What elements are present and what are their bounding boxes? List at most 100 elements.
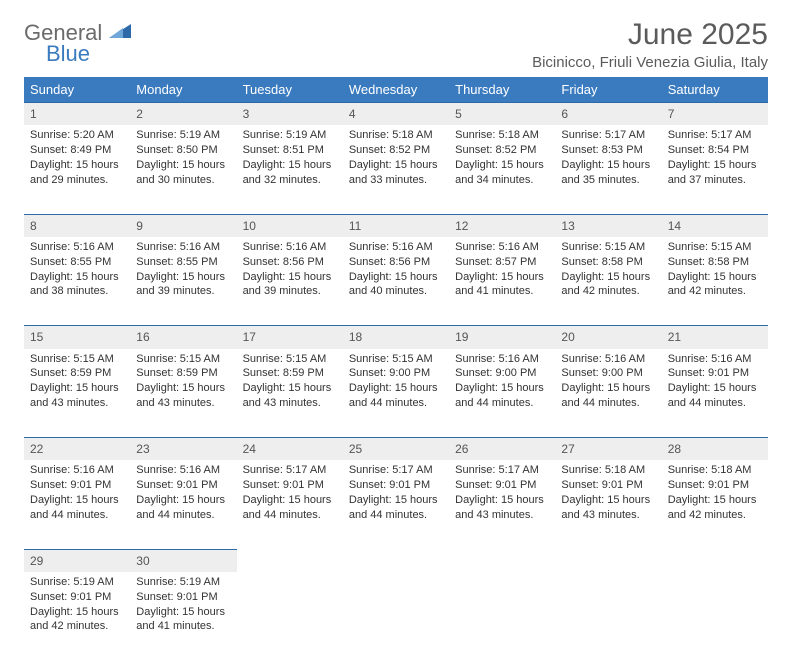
day-body-row: Sunrise: 5:16 AMSunset: 9:01 PMDaylight:… bbox=[24, 460, 768, 549]
sunset-line: Sunset: 8:58 PM bbox=[561, 255, 655, 270]
weekday-header: Saturday bbox=[662, 77, 768, 103]
sunrise-line: Sunrise: 5:16 AM bbox=[136, 463, 230, 478]
sunset-line: Sunset: 8:50 PM bbox=[136, 143, 230, 158]
day-number-cell: 25 bbox=[343, 438, 449, 461]
day-number-cell bbox=[555, 549, 661, 572]
day-number-cell bbox=[237, 549, 343, 572]
day-details: Sunrise: 5:16 AMSunset: 8:55 PMDaylight:… bbox=[130, 237, 236, 305]
day-body-cell: Sunrise: 5:19 AMSunset: 9:01 PMDaylight:… bbox=[130, 572, 236, 661]
sunset-line: Sunset: 9:01 PM bbox=[668, 366, 762, 381]
sunset-line: Sunset: 8:59 PM bbox=[30, 366, 124, 381]
day-number-cell: 20 bbox=[555, 326, 661, 349]
day-body-row: Sunrise: 5:16 AM Sunset: 8:55 PM Daylight:… bbox=[24, 237, 768, 326]
day-body-cell bbox=[237, 572, 343, 661]
daylight-line: Daylight: 15 hours and 42 minutes. bbox=[668, 493, 762, 523]
day-number-cell: 18 bbox=[343, 326, 449, 349]
day-details: Sunrise: 5:19 AMSunset: 8:51 PMDaylight:… bbox=[237, 125, 343, 193]
day-details: Sunrise: 5:16 AMSunset: 9:00 PMDaylight:… bbox=[449, 349, 555, 417]
sunrise-line: Sunrise: 5:16 AM bbox=[243, 240, 337, 255]
sunrise-line: Sunrise: 5:17 AM bbox=[243, 463, 337, 478]
daylight-line: Daylight: 15 hours and 44 minutes. bbox=[561, 381, 655, 411]
day-body-cell: Sunrise: 5:15 AMSunset: 9:00 PMDaylight:… bbox=[343, 349, 449, 438]
day-details: Sunrise: 5:16 AMSunset: 8:56 PMDaylight:… bbox=[343, 237, 449, 305]
day-body-cell: Sunrise: 5:17 AMSunset: 9:01 PMDaylight:… bbox=[449, 460, 555, 549]
title-block: June 2025 Bicinicco, Friuli Venezia Giul… bbox=[532, 18, 768, 71]
sunset-line: Sunset: 8:59 PM bbox=[136, 366, 230, 381]
daylight-line: Daylight: 15 hours and 43 minutes. bbox=[243, 381, 337, 411]
sunset-line: Sunset: 9:01 PM bbox=[136, 478, 230, 493]
day-body-cell: Sunrise: 5:15 AMSunset: 8:59 PMDaylight:… bbox=[24, 349, 130, 438]
day-body-cell: Sunrise: 5:16 AMSunset: 9:00 PMDaylight:… bbox=[449, 349, 555, 438]
calendar-table: SundayMondayTuesdayWednesdayThursdayFrid… bbox=[24, 77, 768, 661]
sunset-line: Sunset: 9:01 PM bbox=[561, 478, 655, 493]
daylight-line: Daylight: 15 hours and 43 minutes. bbox=[136, 381, 230, 411]
day-body-cell: Sunrise: 5:16 AMSunset: 8:55 PMDaylight:… bbox=[24, 237, 130, 326]
sunrise-line: Sunrise: 5:16 AM bbox=[349, 240, 443, 255]
daylight-line: Daylight: 15 hours and 32 minutes. bbox=[243, 158, 337, 188]
day-number-cell: 21 bbox=[662, 326, 768, 349]
day-number-cell: 7 bbox=[662, 103, 768, 126]
sunrise-line: Sunrise: 5:16 AM bbox=[30, 463, 124, 478]
daylight-line: Daylight: 15 hours and 40 minutes. bbox=[349, 270, 443, 300]
day-details: Sunrise: 5:17 AMSunset: 9:01 PMDaylight:… bbox=[449, 460, 555, 528]
day-number-row: 891011121314 bbox=[24, 214, 768, 237]
day-details: Sunrise: 5:19 AMSunset: 9:01 PMDaylight:… bbox=[130, 572, 236, 640]
day-number-cell: 15 bbox=[24, 326, 130, 349]
calendar-body: 1234567Sunrise: 5:20 AMSunset: 8:49 PMDa… bbox=[24, 103, 768, 661]
daylight-line: Daylight: 15 hours and 44 minutes. bbox=[30, 493, 124, 523]
day-number-cell: 13 bbox=[555, 214, 661, 237]
day-number-cell bbox=[449, 549, 555, 572]
day-number-cell: 26 bbox=[449, 438, 555, 461]
day-body-cell: Sunrise: 5:15 AMSunset: 8:58 PMDaylight:… bbox=[662, 237, 768, 326]
day-details: Sunrise: 5:18 AMSunset: 8:52 PMDaylight:… bbox=[449, 125, 555, 193]
daylight-line: Daylight: 15 hours and 42 minutes. bbox=[561, 270, 655, 300]
sunrise-line: Sunrise: 5:17 AM bbox=[455, 463, 549, 478]
sunset-line: Sunset: 9:00 PM bbox=[349, 366, 443, 381]
daylight-line: Daylight: 15 hours and 42 minutes. bbox=[668, 270, 762, 300]
day-details: Sunrise: 5:18 AMSunset: 9:01 PMDaylight:… bbox=[555, 460, 661, 528]
day-number-row: 15161718192021 bbox=[24, 326, 768, 349]
day-body-cell: Sunrise: 5:16 AMSunset: 8:57 PMDaylight:… bbox=[449, 237, 555, 326]
day-details: Sunrise: 5:17 AMSunset: 8:54 PMDaylight:… bbox=[662, 125, 768, 193]
day-number-cell: 9 bbox=[130, 214, 236, 237]
day-number-cell: 11 bbox=[343, 214, 449, 237]
day-number-cell: 28 bbox=[662, 438, 768, 461]
sunrise-line: Sunrise: 5:18 AM bbox=[455, 128, 549, 143]
logo-text-block: General Blue bbox=[24, 22, 131, 65]
sunrise-line: Sunrise: 5:19 AM bbox=[136, 128, 230, 143]
sunset-line: Sunset: 8:51 PM bbox=[243, 143, 337, 158]
daylight-line: Daylight: 15 hours and 30 minutes. bbox=[136, 158, 230, 188]
logo: General Blue bbox=[24, 22, 131, 65]
sunrise-line: Sunrise: 5:18 AM bbox=[668, 463, 762, 478]
daylight-line: Daylight: 15 hours and 42 minutes. bbox=[30, 605, 124, 635]
daylight-line: Daylight: 15 hours and 39 minutes. bbox=[243, 270, 337, 300]
day-body-cell: Sunrise: 5:19 AMSunset: 9:01 PMDaylight:… bbox=[24, 572, 130, 661]
sunrise-line: Sunrise: 5:19 AM bbox=[136, 575, 230, 590]
sunrise-line: Sunrise: 5:16 AM bbox=[455, 240, 549, 255]
weekday-header: Monday bbox=[130, 77, 236, 103]
sunset-line: Sunset: 8:54 PM bbox=[668, 143, 762, 158]
daylight-line: Daylight: 15 hours and 43 minutes. bbox=[455, 493, 549, 523]
logo-triangle-icon bbox=[109, 22, 131, 43]
sunset-line: Sunset: 9:01 PM bbox=[349, 478, 443, 493]
day-body-cell: Sunrise: 5:20 AMSunset: 8:49 PMDaylight:… bbox=[24, 125, 130, 214]
day-body-cell: Sunrise: 5:15 AMSunset: 8:58 PMDaylight:… bbox=[555, 237, 661, 326]
weekday-header: Thursday bbox=[449, 77, 555, 103]
sunset-line: Sunset: 8:55 PM bbox=[136, 255, 230, 270]
sunrise-line: Sunrise: 5:20 AM bbox=[30, 128, 124, 143]
month-title: June 2025 bbox=[532, 18, 768, 52]
sunrise-line: Sunrise: 5:19 AM bbox=[30, 575, 124, 590]
sunrise-line: Sunrise: 5:15 AM bbox=[30, 352, 124, 367]
day-details: Sunrise: 5:19 AMSunset: 9:01 PMDaylight:… bbox=[24, 572, 130, 640]
day-body-row: Sunrise: 5:15 AMSunset: 8:59 PMDaylight:… bbox=[24, 349, 768, 438]
sunrise-line: Sunrise: 5:17 AM bbox=[668, 128, 762, 143]
daylight-line: Daylight: 15 hours and 43 minutes. bbox=[30, 381, 124, 411]
sunrise-line: Sunrise: 5:17 AM bbox=[349, 463, 443, 478]
day-details: Sunrise: 5:16 AMSunset: 8:56 PMDaylight:… bbox=[237, 237, 343, 305]
day-body-cell: Sunrise: 5:18 AMSunset: 9:01 PMDaylight:… bbox=[555, 460, 661, 549]
day-number-row: 22232425262728 bbox=[24, 438, 768, 461]
daylight-line: Daylight: 15 hours and 33 minutes. bbox=[349, 158, 443, 188]
daylight-line: Daylight: 15 hours and 41 minutes. bbox=[455, 270, 549, 300]
sunset-line: Sunset: 8:52 PM bbox=[455, 143, 549, 158]
day-number-cell: 8 bbox=[24, 214, 130, 237]
